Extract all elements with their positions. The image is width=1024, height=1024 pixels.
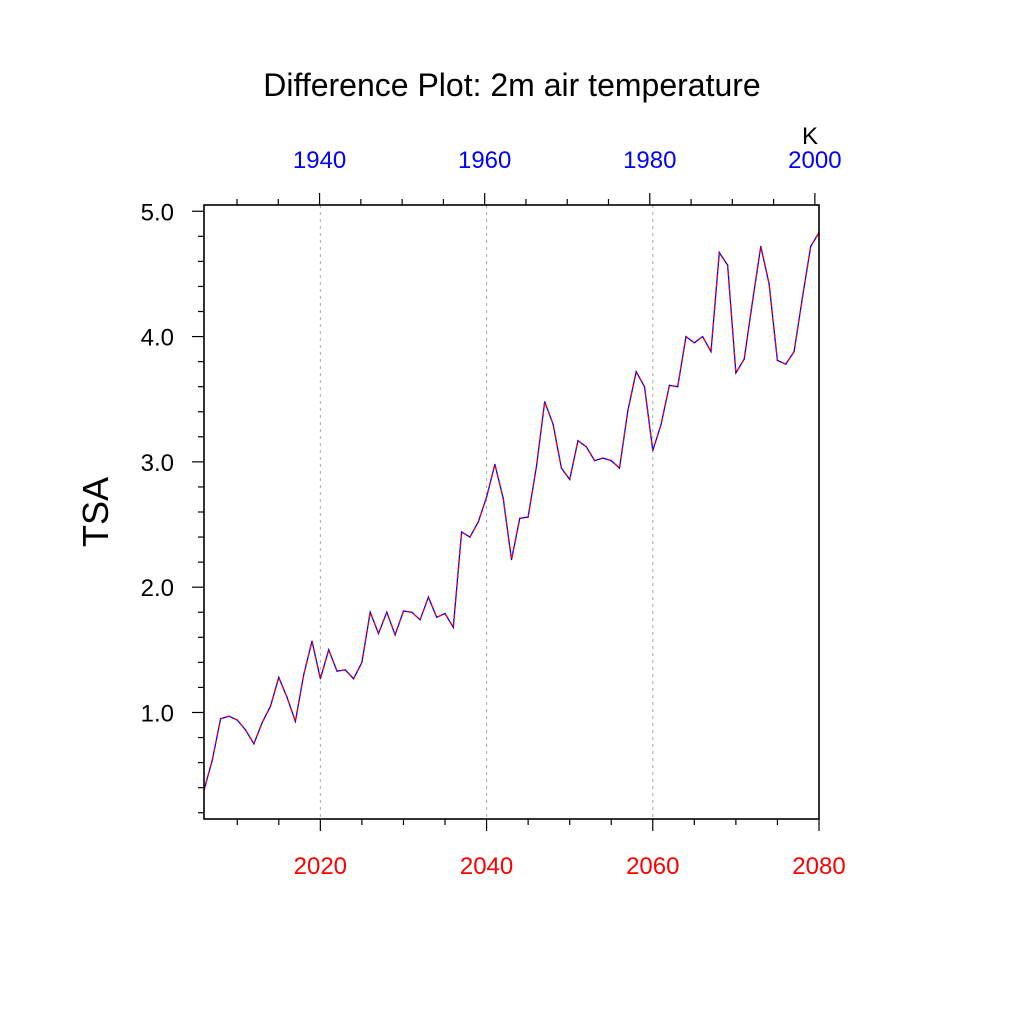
data-point <box>519 517 521 519</box>
bottom-x-tick-labels: 2020 2040 2060 2080 <box>294 853 846 880</box>
data-point <box>610 460 612 462</box>
data-point <box>710 351 712 353</box>
data-point <box>444 612 446 615</box>
data-point <box>353 678 355 680</box>
data-point <box>776 359 779 361</box>
data-point <box>261 721 263 724</box>
data-point <box>361 661 363 664</box>
data-point <box>369 611 371 613</box>
data-point <box>486 496 488 498</box>
data-point <box>618 467 621 469</box>
data-point <box>510 559 513 561</box>
data-point <box>585 446 587 448</box>
data-point <box>602 457 604 459</box>
y-tick-labels: 1.0 2.0 3.0 4.0 5.0 <box>141 199 174 727</box>
data-point <box>436 616 438 618</box>
y-tick-label: 2.0 <box>141 575 174 602</box>
data-point <box>394 634 396 636</box>
x-top-tick-label: 1960 <box>458 147 511 174</box>
data-point <box>319 678 321 680</box>
data-point <box>569 478 571 480</box>
data-point <box>494 463 496 465</box>
data-point <box>311 640 313 642</box>
data-point <box>652 450 654 452</box>
data-point <box>253 743 255 745</box>
data-point <box>269 705 272 707</box>
data-point <box>294 720 296 722</box>
y-tick-label: 3.0 <box>141 450 174 477</box>
data-point <box>502 497 504 499</box>
data-point <box>211 759 213 761</box>
y-axis-label: TSA <box>75 477 116 547</box>
data-point <box>768 283 770 285</box>
axis-ticks <box>192 193 820 831</box>
data-point <box>577 440 579 442</box>
data-point <box>527 516 529 518</box>
data-point <box>685 336 687 338</box>
data-point <box>402 610 405 612</box>
data-point <box>693 342 695 344</box>
x-bottom-tick-label: 2080 <box>792 853 845 880</box>
series-line-red-dashed <box>203 232 820 791</box>
data-point <box>743 358 745 360</box>
data-point <box>677 386 679 388</box>
x-top-tick-label: 1980 <box>623 147 676 174</box>
x-bottom-tick-label: 2020 <box>294 853 347 880</box>
data-point <box>760 245 762 247</box>
data-point <box>793 351 795 353</box>
chart-title: Difference Plot: 2m air temperature <box>263 67 760 103</box>
data-point <box>552 423 554 425</box>
data-point <box>411 611 413 613</box>
series-line-blue <box>203 232 820 791</box>
x-bottom-tick-label: 2060 <box>626 853 679 880</box>
data-point <box>452 626 454 628</box>
data-point <box>560 467 563 469</box>
data-point <box>477 521 479 523</box>
data-point <box>461 531 463 533</box>
data-point <box>535 466 538 468</box>
data-point <box>386 611 388 613</box>
data-point <box>635 371 637 373</box>
data-point <box>785 363 787 365</box>
top-x-tick-labels: 1940 1960 1980 2000 <box>293 147 842 174</box>
data-point <box>702 336 704 338</box>
data-point <box>419 619 421 621</box>
data-point <box>810 245 812 247</box>
y-tick-label: 5.0 <box>141 199 174 226</box>
data-point <box>220 718 222 720</box>
data-point <box>751 300 754 303</box>
data-point <box>668 384 671 386</box>
x-top-tick-label: 1940 <box>293 147 346 174</box>
data-point <box>627 409 629 412</box>
data-point <box>594 460 596 462</box>
data-point <box>303 674 305 676</box>
y-tick-label: 4.0 <box>141 325 174 352</box>
data-point <box>727 264 729 266</box>
data-point <box>643 386 646 388</box>
data-point <box>344 669 346 671</box>
data-series <box>203 232 820 791</box>
plot-frame <box>203 204 820 820</box>
units-label: K <box>802 123 818 150</box>
gridlines <box>319 205 654 819</box>
data-point <box>427 596 429 598</box>
data-point <box>377 632 380 635</box>
data-point <box>236 719 238 721</box>
data-point <box>228 715 230 717</box>
data-point <box>544 401 546 403</box>
data-point <box>278 676 280 679</box>
x-bottom-tick-label: 2040 <box>460 853 513 880</box>
data-point <box>469 536 471 538</box>
data-point <box>801 297 804 299</box>
data-point <box>245 729 247 731</box>
data-point <box>735 372 737 374</box>
data-point <box>336 670 338 672</box>
data-point <box>286 696 288 699</box>
data-point <box>328 649 330 651</box>
x-top-tick-label: 2000 <box>788 147 841 174</box>
y-tick-label: 1.0 <box>141 700 174 727</box>
data-point <box>718 252 720 254</box>
data-point <box>660 423 662 425</box>
